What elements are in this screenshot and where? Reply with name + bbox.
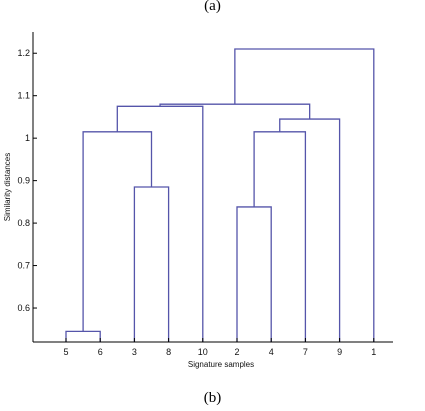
x-axis-ticks: 5 6 3 8 10 2 4 7 9 1	[63, 338, 376, 357]
leaf-label: 8	[166, 347, 171, 357]
y-axis-ticks: 0.6 0.7 0.8 0.9 1 1.1 1.2	[17, 48, 37, 313]
leaf-label: 5	[63, 347, 68, 357]
figure-caption-a: (a)	[204, 0, 221, 14]
dendrogram-link	[82, 131, 153, 332]
dendrogram-link	[253, 131, 307, 342]
dendrogram-link	[65, 330, 101, 342]
figure-caption-b: (b)	[203, 390, 222, 406]
leaf-label: 10	[198, 347, 208, 357]
dendrogram-link	[236, 206, 272, 342]
dendrogram-links	[65, 48, 375, 342]
y-axis-title: Similarity distances	[3, 153, 12, 221]
chart-axes	[32, 32, 393, 343]
dendrogram-link	[234, 48, 375, 342]
dendrogram-link	[133, 186, 170, 342]
leaf-label: 7	[303, 347, 308, 357]
leaf-label: 4	[269, 347, 274, 357]
dendrogram-link	[159, 103, 311, 120]
y-tick-label: 0.9	[17, 176, 30, 186]
y-tick-label: 0.6	[17, 303, 30, 313]
dendrogram-link	[279, 118, 341, 342]
y-tick-label: 0.7	[17, 261, 30, 271]
y-tick-label: 1.2	[17, 48, 30, 58]
leaf-label: 9	[337, 347, 342, 357]
leaf-label: 1	[371, 347, 376, 357]
y-tick-label: 0.8	[17, 218, 30, 228]
leaf-label: 3	[132, 347, 137, 357]
x-axis-title: Signature samples	[188, 360, 254, 369]
y-tick-label: 1	[25, 133, 30, 143]
leaf-label: 6	[98, 347, 103, 357]
dendrogram-link	[116, 105, 204, 342]
y-tick-label: 1.1	[17, 91, 30, 101]
leaf-label: 2	[234, 347, 239, 357]
